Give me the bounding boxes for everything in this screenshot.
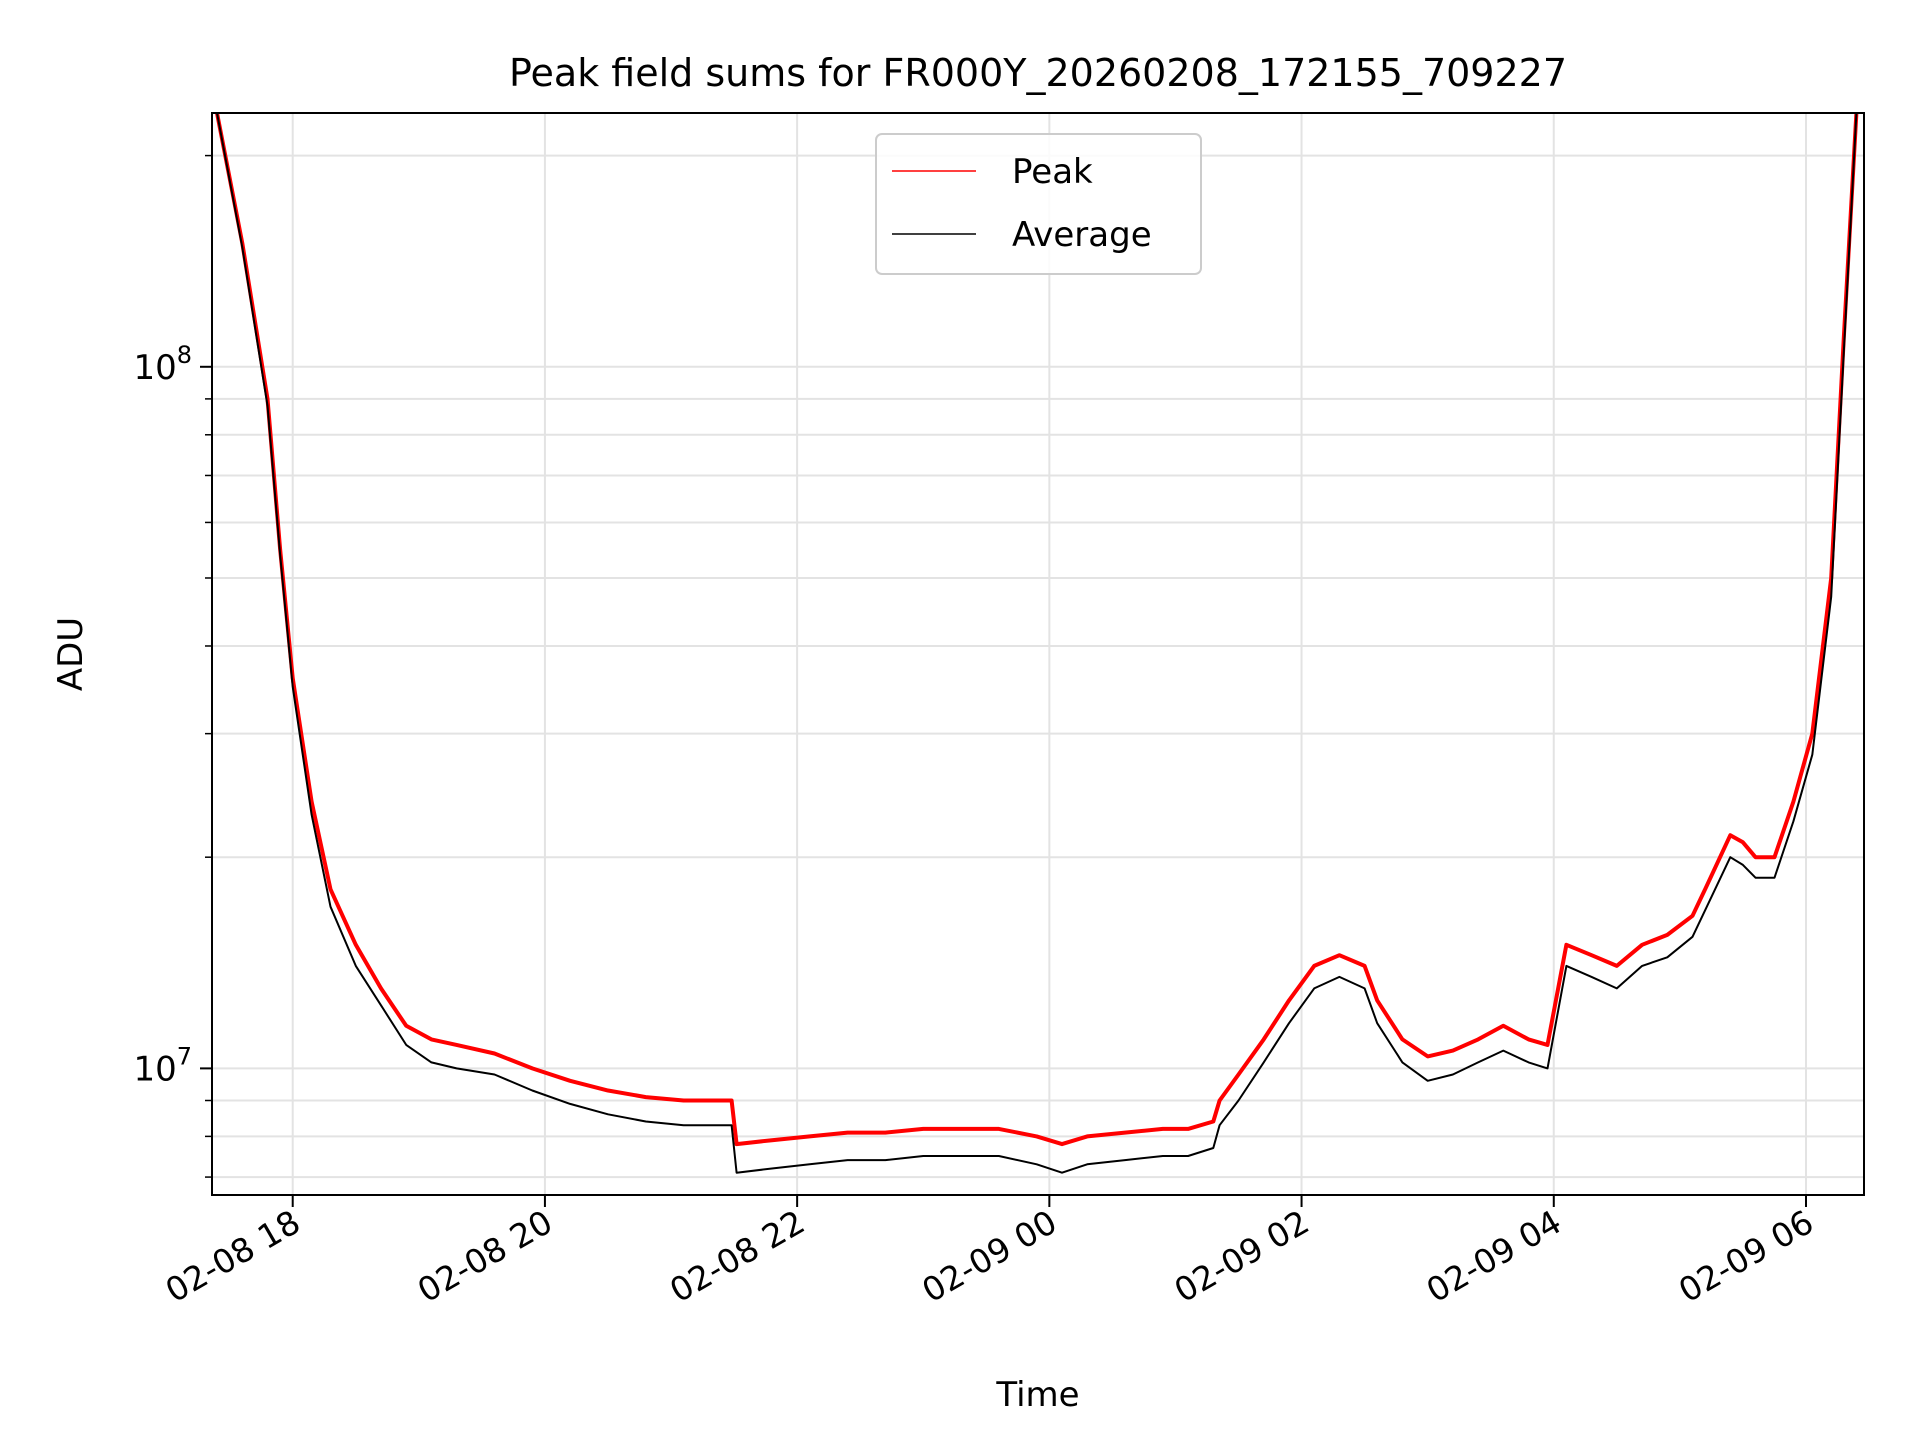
legend-label-average: Average: [1012, 215, 1152, 255]
chart-title: Peak field sums for FR000Y_20260208_1721…: [509, 51, 1567, 95]
chart-svg: 10710802-08 18 02-08 20 02-08 22 02-09 00 02…: [0, 0, 1920, 1440]
chart-figure: 107 108 02-08 18 02-08 20 02-08 22 02-09 00 02…: [0, 0, 1920, 1440]
legend: Peak Average: [876, 134, 1201, 274]
y-axis-label: ADU: [51, 617, 91, 691]
x-axis-label: Time: [995, 1375, 1079, 1415]
legend-label-peak: Peak: [1012, 152, 1093, 192]
